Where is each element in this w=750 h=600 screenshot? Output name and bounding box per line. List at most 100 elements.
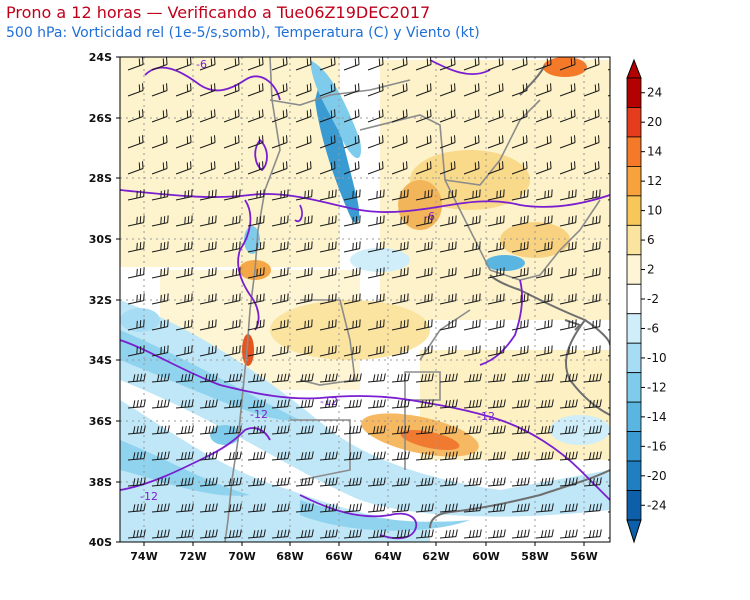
wind-barb <box>247 373 266 383</box>
lat-label: 30S <box>89 233 112 246</box>
wind-barb <box>127 241 145 253</box>
wind-barb <box>271 57 288 71</box>
lon-label: 60W <box>472 550 499 563</box>
wind-barb <box>367 83 384 97</box>
wind-barb <box>271 241 289 253</box>
wind-barb <box>583 189 601 201</box>
wind-barb <box>271 345 289 357</box>
wind-barb <box>151 57 168 71</box>
colorbar-swatch <box>626 165 642 197</box>
colorbar-label: 24 <box>647 86 662 100</box>
wind-barb <box>511 109 528 123</box>
wind-barb <box>535 345 553 357</box>
wind-barb <box>151 477 170 487</box>
wind-barb <box>463 189 481 201</box>
wind-barb <box>175 83 192 97</box>
wind-barb <box>319 373 338 383</box>
wind-barb <box>223 215 241 227</box>
wind-barb <box>391 425 410 435</box>
wind-barb <box>463 345 481 357</box>
colorbar-label: 12 <box>647 174 662 188</box>
wind-barb <box>511 215 529 227</box>
wind-barb <box>535 189 553 201</box>
contour-label: -12 <box>140 490 158 503</box>
wind-barb <box>391 135 408 149</box>
wind-barb <box>343 425 362 435</box>
wind-barb <box>559 161 576 175</box>
wind-barb <box>199 425 218 435</box>
wind-barb <box>487 135 504 149</box>
wind-barb <box>391 83 408 97</box>
wind-barb <box>247 293 265 305</box>
wind-barb <box>583 57 600 71</box>
coastline <box>429 64 610 529</box>
wind-barb <box>487 529 506 539</box>
wind-barb <box>271 319 289 331</box>
wind-barb <box>583 373 602 383</box>
wind-barb <box>391 345 409 357</box>
wind-barb <box>319 477 338 487</box>
wind-barb <box>439 189 457 201</box>
wind-barb <box>439 399 458 409</box>
wind-barb <box>487 241 505 253</box>
wind-barb <box>559 189 577 201</box>
wind-barb <box>271 477 290 487</box>
wind-barb <box>487 215 505 227</box>
wind-barb <box>463 161 480 175</box>
wind-barb <box>583 267 601 279</box>
colorbar-swatch <box>626 77 642 108</box>
wind-barb <box>535 293 553 305</box>
wind-barb <box>487 189 505 201</box>
wind-barb <box>487 451 506 461</box>
wind-barb <box>463 109 480 123</box>
colorbar-swatch <box>626 342 642 374</box>
wind-barb <box>127 319 145 331</box>
wind-barb <box>391 399 410 409</box>
colorbar-bottom-arrow <box>626 519 642 544</box>
wind-barb <box>439 267 457 279</box>
wind-barb <box>367 215 385 227</box>
wind-barb <box>199 399 218 409</box>
wind-barb <box>415 503 434 513</box>
colorbar-top-arrow <box>626 58 642 79</box>
colorbar-label: 14 <box>647 145 662 159</box>
wind-barb <box>199 109 216 123</box>
wind-barb <box>583 503 602 513</box>
lat-label: 34S <box>89 354 112 367</box>
wind-barb <box>535 529 554 539</box>
wind-barb <box>511 161 528 175</box>
wind-barb <box>223 161 240 175</box>
wind-barb <box>415 529 434 539</box>
wind-barb <box>127 425 146 435</box>
wind-barb <box>559 267 577 279</box>
wind-barb <box>199 57 216 71</box>
wind-barb <box>487 373 506 383</box>
wind-barb <box>391 477 410 487</box>
wind-barb <box>391 529 410 539</box>
wind-barb <box>319 425 338 435</box>
wind-barb <box>127 189 145 201</box>
wind-barb <box>391 57 408 71</box>
wind-barb <box>175 503 194 513</box>
wind-barb <box>415 189 433 201</box>
wind-barb <box>367 241 385 253</box>
wind-barb <box>151 241 169 253</box>
wind-barb <box>271 83 288 97</box>
wind-barb <box>319 215 337 227</box>
wind-barb <box>535 319 553 331</box>
wind-barb <box>559 503 578 513</box>
wind-barb <box>223 189 241 201</box>
wind-barb <box>487 477 506 487</box>
wind-barb <box>367 399 386 409</box>
wind-barb <box>511 189 529 201</box>
contour-label: -12 <box>477 410 495 423</box>
wind-barb <box>223 451 242 461</box>
wind-barb <box>367 109 384 123</box>
wind-barb <box>199 161 216 175</box>
colorbar-label: 6 <box>647 233 655 247</box>
lon-label: 70W <box>228 550 255 563</box>
wind-barb <box>535 161 552 175</box>
wind-barb <box>463 425 482 435</box>
wind-barb <box>151 189 169 201</box>
wind-barb <box>175 529 194 539</box>
